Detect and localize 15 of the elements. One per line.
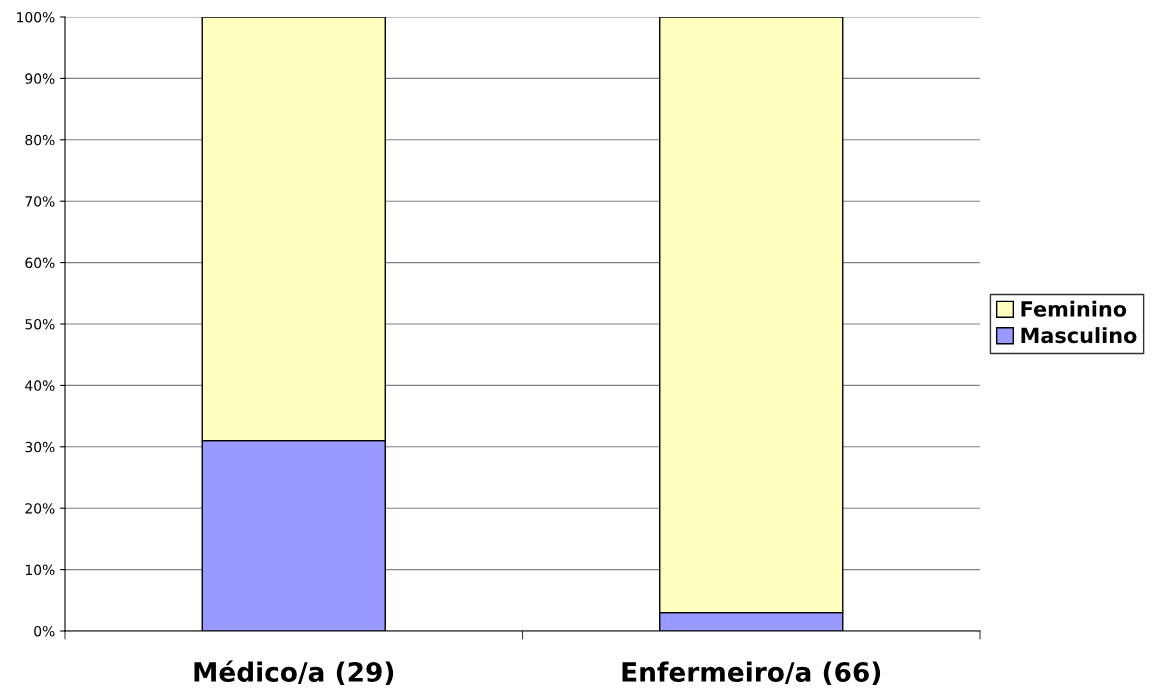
y-tick-label: 80% (25, 134, 55, 146)
x-tick-label: Médico/a (29) (194, 660, 394, 686)
y-tick-label: 50% (25, 318, 55, 330)
legend-label: Masculino (1021, 327, 1137, 344)
y-tick-label: 30% (25, 441, 55, 453)
y-tick-label: 60% (25, 257, 55, 269)
y-tick-label: 0% (34, 625, 55, 637)
y-tick-label: 90% (25, 73, 55, 84)
y-tick-label: 20% (25, 503, 55, 514)
y-tick-label: 10% (25, 564, 55, 576)
y-tick-label: 70% (25, 196, 55, 207)
y-tick-label: 40% (25, 380, 55, 391)
legend-label: Feminino (1021, 300, 1127, 317)
y-tick-label: 100% (17, 11, 55, 23)
x-tick-label: Enfermeiro/a (66) (622, 661, 881, 686)
